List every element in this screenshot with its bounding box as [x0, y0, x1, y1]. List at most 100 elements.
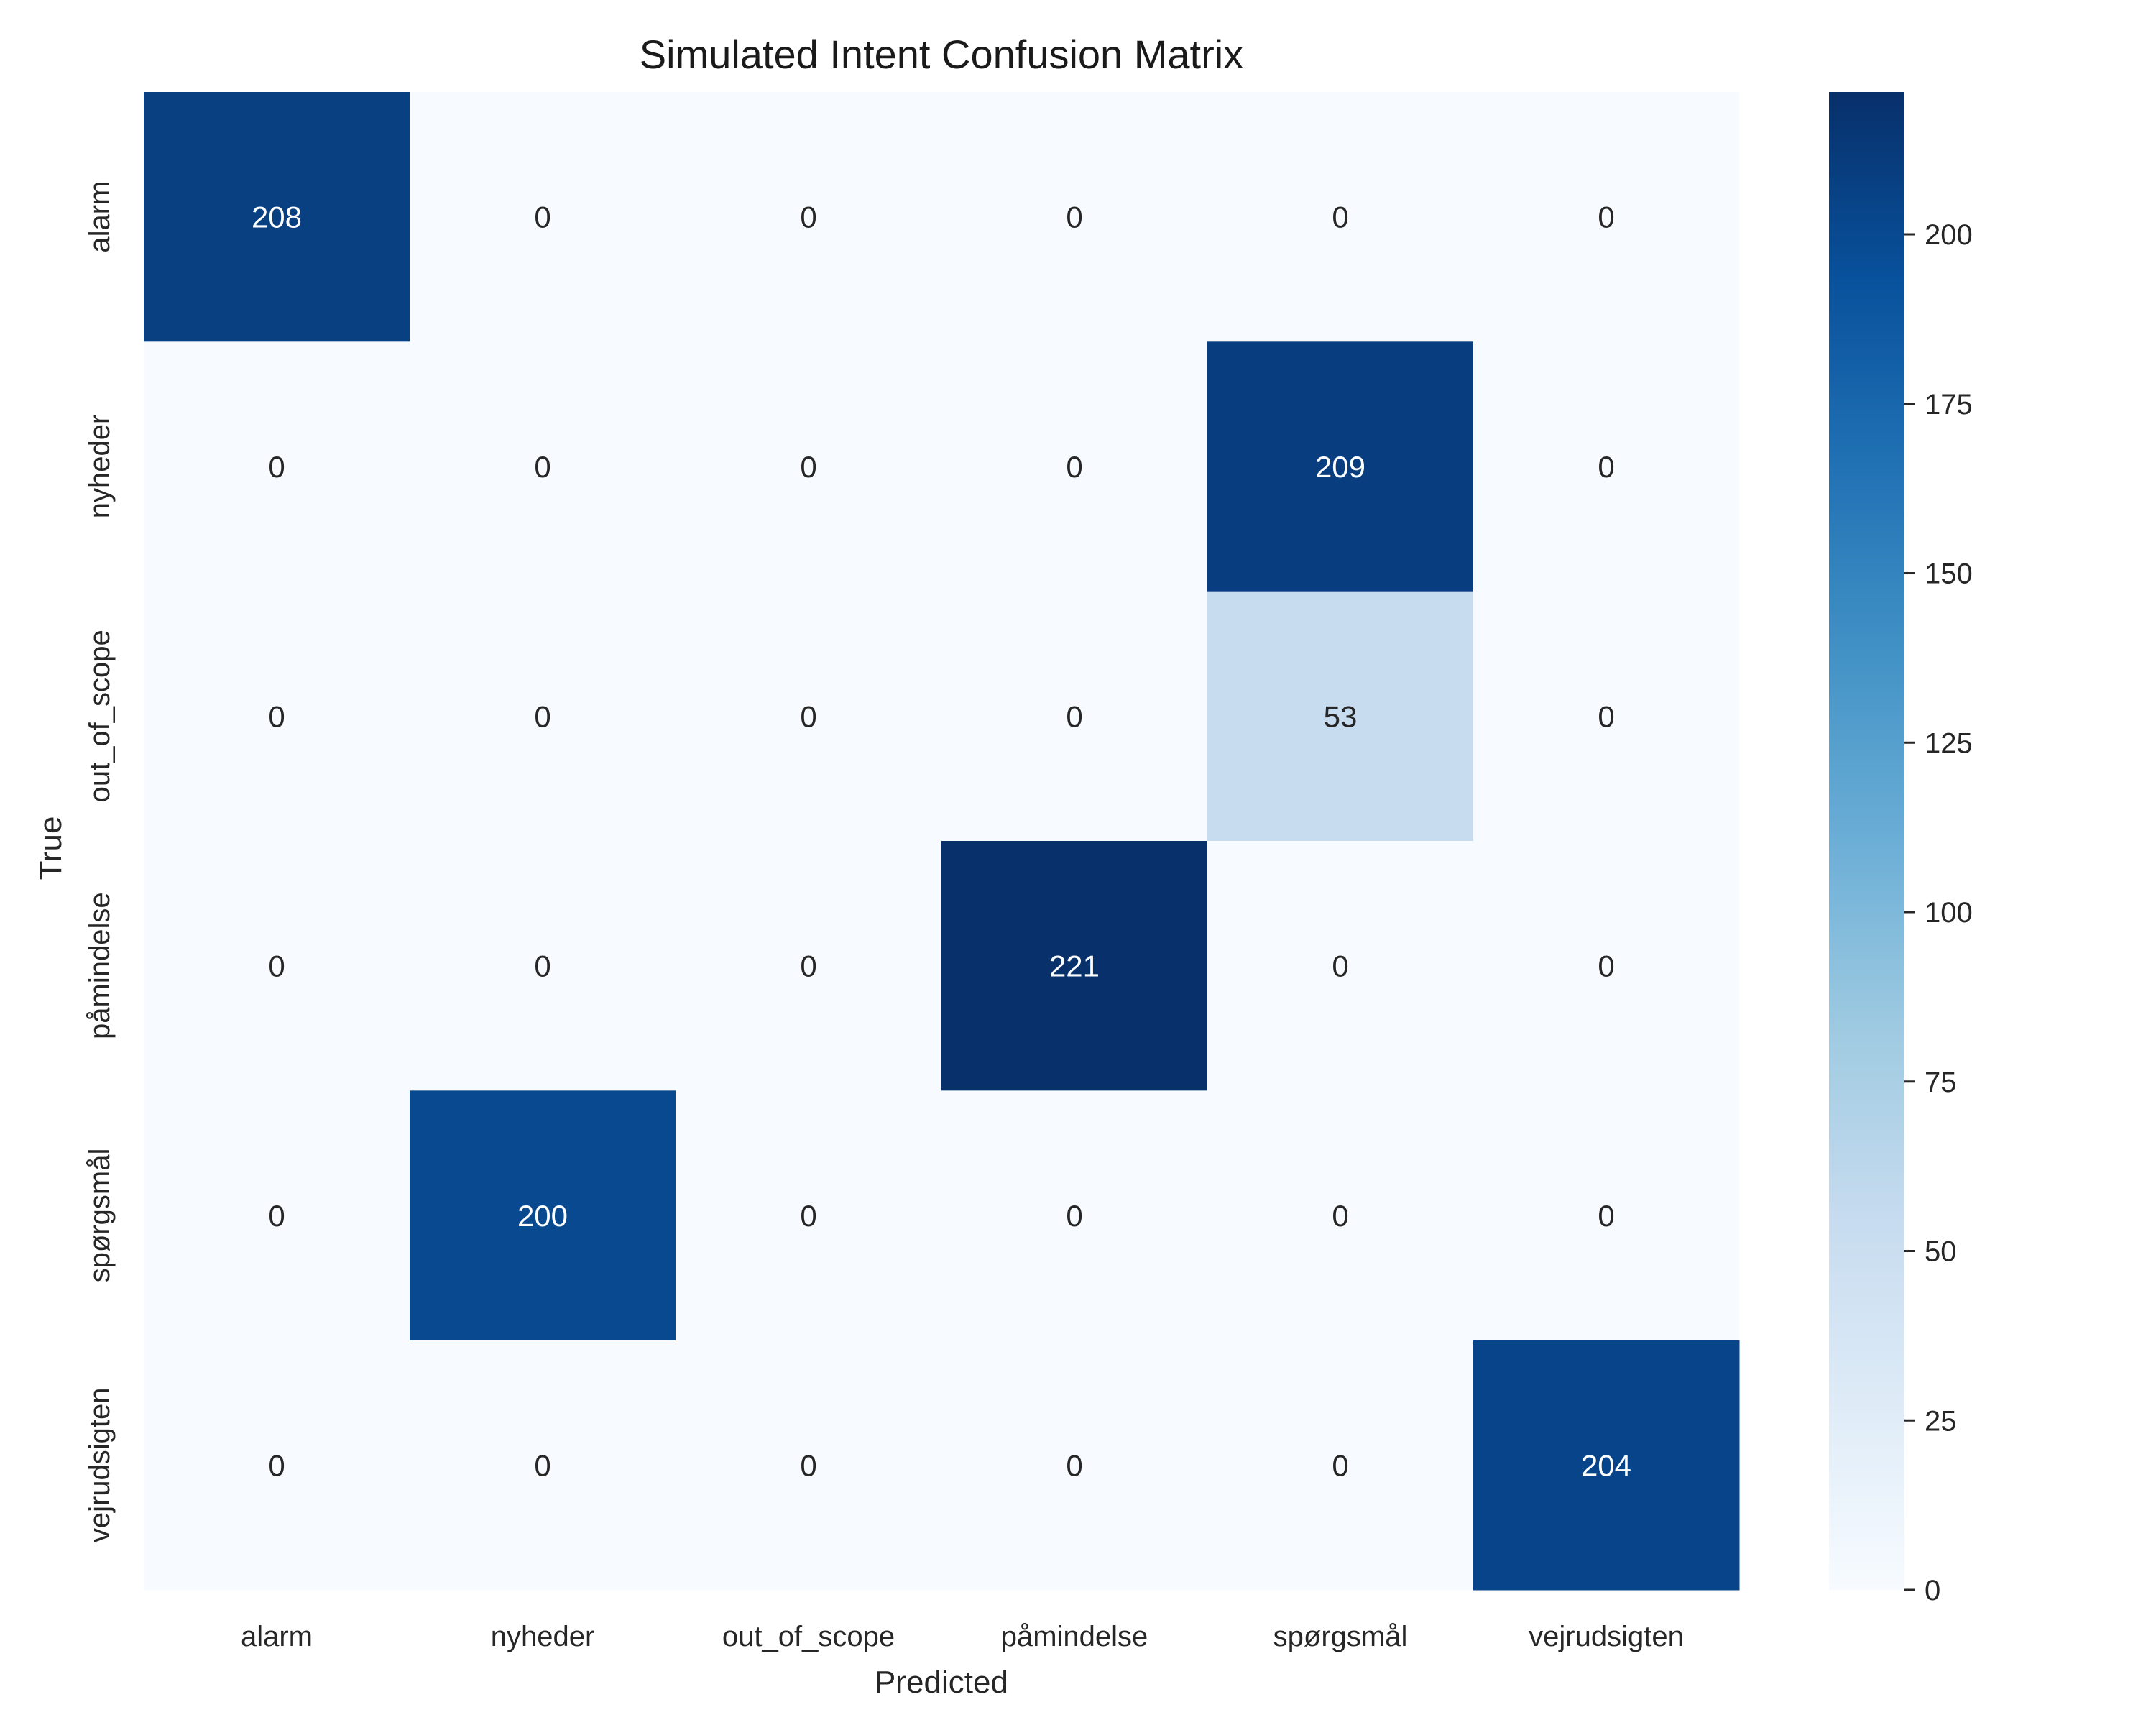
heatmap-cell	[1473, 591, 1740, 842]
heatmap-cell	[676, 341, 942, 592]
cell-value-label: 0	[800, 949, 816, 983]
heatmap-cell	[676, 841, 942, 1091]
cell-value-label: 0	[268, 1199, 285, 1233]
heatmap-cell	[1207, 341, 1474, 592]
colorbar-tick-label: 50	[1925, 1236, 1957, 1268]
y-axis-label: True	[33, 816, 68, 880]
colorbar-tick-label: 0	[1925, 1575, 1940, 1606]
cell-value-label: 0	[268, 450, 285, 484]
cell-value-label: 221	[1049, 949, 1100, 983]
cell-value-label: 204	[1581, 1448, 1631, 1482]
cell-value-label: 0	[1332, 949, 1348, 983]
cell-value-label: 0	[800, 699, 816, 733]
colorbar-tick-label: 150	[1925, 558, 1973, 590]
heatmap-cell	[1207, 1090, 1474, 1341]
cell-value-label: 0	[800, 1448, 816, 1482]
cell-value-label: 0	[1598, 1199, 1614, 1233]
heatmap-cell	[1473, 1090, 1740, 1341]
cell-value-label: 0	[1066, 699, 1082, 733]
x-tick-label: out_of_scope	[722, 1621, 895, 1652]
heatmap-cell	[1473, 841, 1740, 1091]
colorbar-gradient	[1829, 92, 1904, 1590]
cell-value-label: 53	[1324, 699, 1358, 733]
y-tick-label: nyheder	[84, 415, 116, 519]
cell-value-label: 208	[252, 201, 302, 234]
x-tick-label: nyheder	[491, 1621, 595, 1652]
heatmap-cell	[941, 841, 1208, 1091]
cell-value-label: 0	[1332, 1448, 1348, 1482]
heatmap-cell	[941, 1340, 1208, 1591]
heatmap-cell	[144, 591, 410, 842]
cell-value-label: 0	[1598, 450, 1614, 484]
cell-value-label: 0	[268, 1448, 285, 1482]
heatmap-cell	[410, 591, 676, 842]
heatmap-cell	[144, 341, 410, 592]
heatmap-cell	[676, 1090, 942, 1341]
heatmap-cell	[1473, 1340, 1740, 1591]
x-axis-label: Predicted	[875, 1665, 1008, 1700]
heatmap-cell	[1207, 1340, 1474, 1591]
colorbar-tick-label: 100	[1925, 897, 1973, 929]
y-tick-label: alarm	[84, 181, 116, 253]
y-tick-label: påmindelse	[84, 892, 116, 1039]
cell-value-label: 0	[800, 1199, 816, 1233]
cell-value-label: 0	[534, 699, 550, 733]
y-tick-label: spørgsmål	[84, 1149, 116, 1283]
chart-title: Simulated Intent Confusion Matrix	[640, 32, 1243, 77]
heatmap-cell	[410, 341, 676, 592]
cell-value-label: 0	[1066, 201, 1082, 234]
heatmap-cell	[941, 1090, 1208, 1341]
colorbar-tick-label: 125	[1925, 727, 1973, 759]
cell-value-label: 0	[1066, 450, 1082, 484]
heatmap-cell	[1473, 92, 1740, 342]
cell-value-label: 0	[268, 949, 285, 983]
cell-value-label: 0	[1332, 1199, 1348, 1233]
colorbar: 0 25 50 75 100 125 150 175 200	[1829, 92, 1973, 1606]
colorbar-tick-label: 175	[1925, 389, 1973, 420]
cell-value-label: 0	[1598, 699, 1614, 733]
cell-value-label: 0	[800, 450, 816, 484]
heatmap-cell	[941, 92, 1208, 342]
heatmap-cell	[410, 1340, 676, 1591]
heatmap-cell	[410, 92, 676, 342]
heatmap-cell	[941, 591, 1208, 842]
heatmap-cell	[676, 591, 942, 842]
cell-value-label: 0	[534, 201, 550, 234]
cell-value-label: 0	[534, 450, 550, 484]
cell-value-label: 209	[1315, 450, 1365, 484]
heatmap-cell	[144, 92, 410, 342]
cell-value-label: 0	[1598, 949, 1614, 983]
heatmap-cell	[1207, 841, 1474, 1091]
colorbar-tick-label: 75	[1925, 1067, 1957, 1098]
heatmap-cell	[144, 841, 410, 1091]
cell-value-label: 0	[1598, 201, 1614, 234]
heatmap-cell	[1207, 591, 1474, 842]
cell-value-label: 0	[800, 201, 816, 234]
heatmap-cell	[144, 1340, 410, 1591]
cell-value-label: 0	[534, 949, 550, 983]
x-tick-label: alarm	[241, 1621, 313, 1652]
heatmap-cell	[410, 841, 676, 1091]
x-tick-label: påmindelse	[1001, 1621, 1148, 1652]
x-tick-label: vejrudsigten	[1529, 1621, 1684, 1652]
heatmap-cell	[676, 1340, 942, 1591]
cell-value-label: 0	[1066, 1448, 1082, 1482]
colorbar-tick-label: 200	[1925, 219, 1973, 251]
colorbar-tick-label: 25	[1925, 1405, 1957, 1437]
heatmap-cell	[144, 1090, 410, 1341]
y-tick-label: out_of_scope	[84, 630, 116, 802]
heatmap-cell	[676, 92, 942, 342]
heatmap-cell	[941, 341, 1208, 592]
x-tick-label: spørgsmål	[1273, 1621, 1408, 1652]
heatmap-cell	[410, 1090, 676, 1341]
cell-value-label: 200	[517, 1199, 568, 1233]
cell-value-label: 0	[534, 1448, 550, 1482]
cell-value-label: 0	[268, 699, 285, 733]
y-axis-ticks: alarm nyheder out_of_scope påmindelse spørgs…	[84, 181, 116, 1543]
y-tick-label: vejrudsigten	[84, 1387, 116, 1542]
heatmap-cell	[1473, 341, 1740, 592]
heatmap-cells: 208 0 0 0 0 0 0 0 0 0 209 0 0 0 0 0 53 0 0 0 0 221 0 0 0 200 0 0 0 0 0…	[144, 92, 1740, 1591]
heatmap-cell	[1207, 92, 1474, 342]
cell-value-label: 0	[1066, 1199, 1082, 1233]
